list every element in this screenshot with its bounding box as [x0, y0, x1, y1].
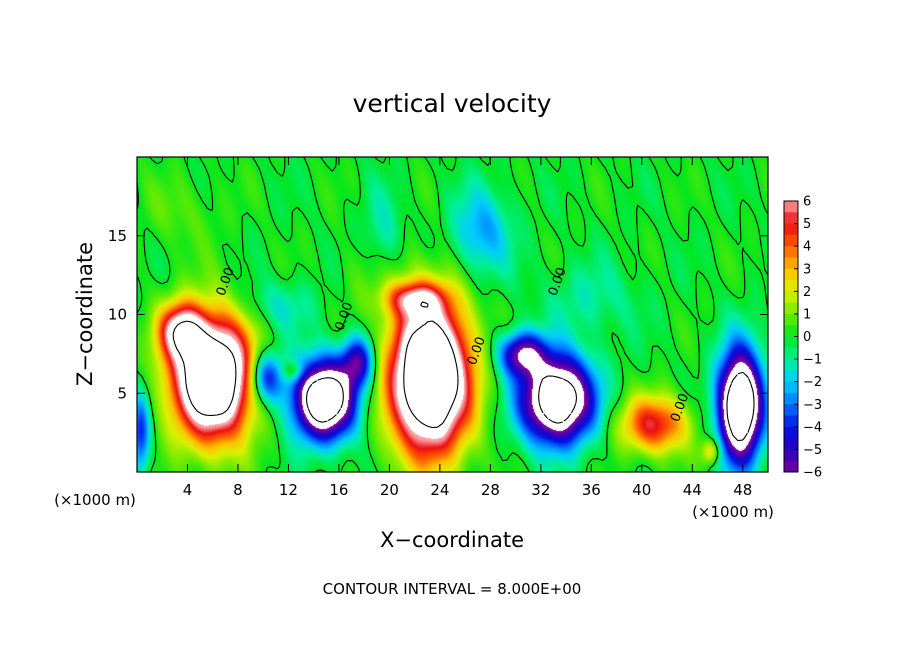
- x-axis-unit-right: (×1000 m): [692, 503, 774, 521]
- colorbar-swatch: [784, 302, 798, 315]
- x-tick-label: 20: [380, 481, 399, 499]
- chart-title: vertical velocity: [353, 89, 552, 118]
- colorbar-tick-label: 6: [803, 195, 811, 210]
- colorbar-tick-label: 4: [803, 240, 811, 255]
- x-axis-unit-left: (×1000 m): [54, 491, 136, 509]
- x-tick-label: 4: [183, 481, 193, 499]
- contour-line: [305, 371, 755, 442]
- colorbar-tick-label: −3: [803, 398, 822, 413]
- x-tick-label: 40: [632, 481, 651, 499]
- y-tick-label: 5: [117, 384, 127, 402]
- x-tick-label: 32: [531, 481, 550, 499]
- colorbar-swatch: [784, 268, 798, 281]
- colorbar-swatch: [784, 370, 798, 383]
- colorbar-swatch: [784, 336, 798, 349]
- colorbar-swatch: [784, 381, 798, 394]
- contour-line: [136, 156, 769, 473]
- colorbar-swatch: [784, 426, 798, 439]
- colorbar-swatch: [784, 460, 798, 473]
- colorbar-tick-label: 3: [803, 262, 811, 277]
- colorbar-tick-label: 5: [803, 217, 811, 232]
- colorbar-swatch: [784, 280, 798, 292]
- x-tick-label: 48: [733, 481, 752, 499]
- colorbar-swatch: [784, 415, 798, 428]
- x-tick-label: 24: [430, 481, 449, 499]
- colorbar-swatch: [784, 347, 798, 360]
- colorbar-swatch: [784, 404, 798, 417]
- colorbar-tick-label: −6: [803, 466, 822, 481]
- x-axis-label: X−coordinate: [380, 528, 524, 552]
- colorbar-tick-label: 1: [803, 307, 811, 322]
- plot-area: 0.000.000.000.000.00: [136, 156, 769, 473]
- colorbar-swatch: [784, 325, 798, 337]
- x-tick-label: 44: [683, 481, 702, 499]
- colorbar-tick-label: −2: [803, 375, 822, 390]
- colorbar-swatch: [784, 257, 798, 270]
- y-axis: 5 10 15: [108, 227, 768, 402]
- colorbar: 6 5 4 3 2 1 0 −1 −2 −3 −4 −5 −6: [783, 195, 822, 481]
- colorbar-swatch: [784, 359, 798, 371]
- x-tick-label: 16: [329, 481, 348, 499]
- colorbar-swatch: [784, 212, 798, 225]
- contour-lines: [136, 156, 769, 473]
- x-tick-label: 8: [233, 481, 243, 499]
- y-tick-label: 15: [108, 227, 127, 245]
- colorbar-tick-label: −4: [803, 420, 822, 435]
- contour-line: [172, 301, 459, 429]
- x-axis: 4 8 12 16 20 24 28 32 36 40 44 48: [183, 157, 752, 499]
- y-tick-label: 10: [108, 306, 127, 324]
- colorbar-swatch: [784, 234, 798, 247]
- colorbar-swatch: [784, 449, 798, 462]
- x-tick-label: 12: [279, 481, 298, 499]
- colorbar-swatch: [784, 438, 798, 450]
- colorbar-tick-label: −5: [803, 443, 822, 458]
- colorbar-swatch: [784, 246, 798, 258]
- colorbar-swatch: [784, 201, 798, 213]
- colorbar-tick-label: −1: [803, 353, 822, 368]
- velocity-field: [137, 157, 768, 472]
- colorbar-swatch: [784, 313, 798, 326]
- colorbar-tick-label: 0: [803, 330, 811, 345]
- contour-interval-footer: CONTOUR INTERVAL = 8.000E+00: [323, 580, 582, 598]
- colorbar-tick-label: 2: [803, 285, 811, 300]
- colorbar-swatch: [784, 291, 798, 304]
- x-tick-label: 36: [582, 481, 601, 499]
- colorbar-swatch: [784, 392, 798, 405]
- x-tick-label: 28: [481, 481, 500, 499]
- colorbar-swatch: [784, 223, 798, 236]
- y-axis-label: Z−coordinate: [73, 242, 97, 386]
